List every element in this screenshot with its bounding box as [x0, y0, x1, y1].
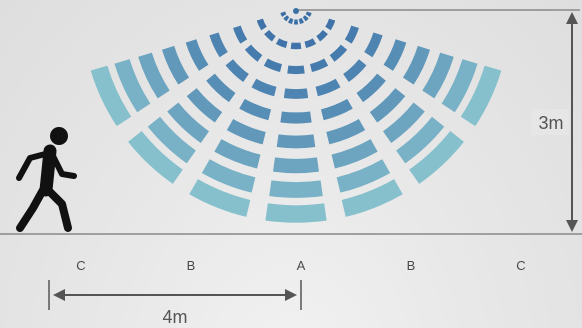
wave-segment [114, 58, 151, 113]
distance-arrow-left-icon [53, 289, 65, 301]
wave-segment [273, 157, 319, 174]
wave-segment [201, 159, 256, 193]
wave-segment [356, 73, 386, 103]
wave-segment [226, 118, 266, 145]
wave-segment [364, 32, 383, 58]
wave-segment [206, 73, 236, 103]
wave-segment [256, 18, 267, 31]
wave-segment [147, 116, 196, 164]
zone-label-b-left: B [187, 258, 196, 273]
wave-segment [305, 11, 312, 17]
wave-segment [189, 179, 251, 217]
wave-segment [251, 78, 277, 97]
wave-segment [161, 45, 190, 85]
wave-segment [341, 179, 403, 217]
height-label-bg [531, 109, 569, 135]
wave-segment [320, 98, 353, 121]
wave-segment [336, 159, 391, 193]
height-arrow-up-icon [566, 12, 578, 24]
wave-segment [265, 203, 327, 223]
wave-segment [239, 98, 272, 121]
wave-segment [369, 87, 406, 123]
zone-label-c-right: C [516, 258, 525, 273]
wave-segment [185, 39, 209, 71]
wave-segment [283, 88, 309, 99]
wave-segment [309, 58, 329, 73]
wave-segment [233, 25, 248, 44]
wave-segment [441, 58, 478, 113]
wave-segment [128, 130, 183, 184]
wave-segment [264, 29, 276, 42]
wave-segment [383, 39, 407, 71]
height-label: 3m [538, 113, 563, 133]
wave-segment [302, 15, 309, 22]
wave-segment [90, 65, 132, 127]
wave-segment [344, 25, 359, 44]
distance-dimension: 4m [48, 280, 302, 327]
wave-segment [298, 17, 305, 25]
wave-segment [138, 52, 170, 99]
wave-segment [331, 139, 378, 169]
wave-segment [460, 65, 502, 127]
wave-segment [225, 59, 249, 82]
zone-label-a: A [297, 258, 306, 273]
wave-segment [269, 180, 323, 198]
wave-segment [316, 29, 328, 42]
wave-segment [382, 102, 425, 143]
wave-segment [402, 45, 431, 85]
wave-segment [167, 102, 210, 143]
detection-waves [90, 11, 502, 223]
wave-segment [422, 52, 454, 99]
zone-label-b-right: B [407, 258, 416, 273]
distance-arrow-right-icon [285, 289, 297, 301]
wave-segment [280, 11, 287, 17]
walking-person-icon [16, 127, 77, 232]
height-arrow-down-icon [566, 220, 578, 232]
wave-segment [263, 58, 283, 73]
wave-segment [315, 78, 341, 97]
wave-segment [326, 118, 366, 145]
wave-segment [275, 38, 288, 48]
wave-segment [287, 65, 305, 75]
wave-segment [287, 17, 294, 25]
wave-segment [186, 87, 223, 123]
height-dimension: 3m [531, 12, 578, 232]
wave-segment [343, 59, 367, 82]
wave-segment [280, 111, 312, 124]
wave-segment [276, 134, 316, 149]
wave-segment [396, 116, 445, 164]
wave-segment [244, 44, 263, 62]
wave-segment [304, 38, 317, 48]
sensor-dot-icon [293, 8, 299, 14]
wave-segment [325, 18, 336, 31]
wave-segment [209, 32, 228, 58]
wave-segment [329, 44, 348, 62]
zone-labels: C B A B C [76, 258, 525, 273]
wave-segment [283, 15, 290, 22]
distance-label: 4m [162, 307, 187, 327]
wave-segment [214, 139, 261, 169]
zone-label-c-left: C [76, 258, 85, 273]
wave-segment [409, 130, 464, 184]
